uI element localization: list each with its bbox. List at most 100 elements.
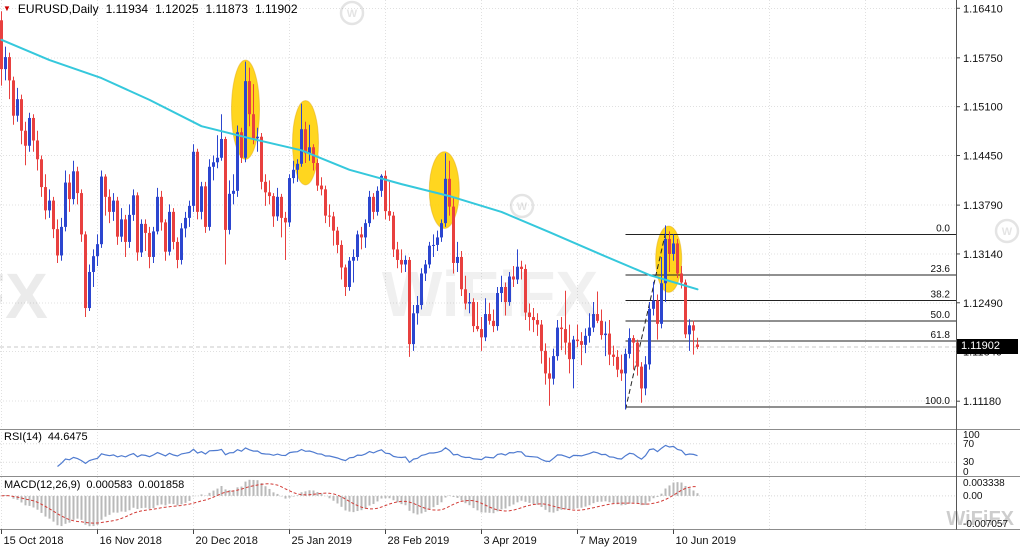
candle-body xyxy=(460,256,463,290)
candle-body xyxy=(44,187,47,211)
quote-high: 1.12025 xyxy=(155,2,199,16)
watermark-logo-letter: W xyxy=(1002,226,1013,238)
candle-body xyxy=(24,130,27,146)
candle-body xyxy=(660,283,663,324)
watermark-corner-text: WiFiFX xyxy=(946,508,1014,530)
candle-body xyxy=(680,273,683,283)
candle-body xyxy=(576,339,579,342)
candle-body xyxy=(220,138,223,158)
candle-body xyxy=(584,335,587,345)
candle-body xyxy=(208,166,211,227)
candle-body xyxy=(228,193,231,230)
candle-body xyxy=(120,219,123,237)
candle-body xyxy=(332,216,335,231)
candle-body xyxy=(428,245,431,265)
candle-body xyxy=(292,169,295,179)
price-axis[interactable]: 1.16410 1.15750 1.15100 1.14450 1.13790 1.131… xyxy=(956,3,1008,530)
candle-body xyxy=(124,219,127,242)
candle-body xyxy=(528,312,531,318)
time-axis-label: 10 Jun 2019 xyxy=(676,535,737,547)
time-axis[interactable]: 15 Oct 2018 16 Nov 2018 20 Dec 2018 25 Jan … xyxy=(1,529,737,548)
candle-body xyxy=(560,327,563,330)
candle-body xyxy=(152,231,155,257)
rsi-indicator-label: RSI(14) 44.6475 xyxy=(4,431,88,443)
candle-body xyxy=(192,151,195,206)
watermark-logo-icon xyxy=(509,193,535,219)
candle-body xyxy=(196,151,199,212)
candle-body xyxy=(664,238,667,284)
candle-body xyxy=(284,217,287,223)
macd-value-signal: 0.001858 xyxy=(138,479,185,491)
candle-body xyxy=(676,243,679,274)
candle-body xyxy=(688,325,691,335)
candle-body xyxy=(492,320,495,327)
macd-axis-label: -0.007057 xyxy=(963,519,1008,530)
candle-body xyxy=(516,266,519,280)
candle-body xyxy=(500,287,503,294)
time-axis-label: 20 Dec 2018 xyxy=(196,535,258,547)
candle-body xyxy=(504,287,507,303)
candle-body xyxy=(612,354,615,357)
quote-open: 1.11934 xyxy=(105,2,149,16)
candle-body xyxy=(436,237,439,245)
macd-name: MACD(12,26,9) xyxy=(4,479,81,491)
candle-body xyxy=(344,267,347,288)
price-axis-label: 1.16410 xyxy=(963,3,1003,15)
candle-body xyxy=(452,206,455,263)
candle-body xyxy=(280,196,283,218)
candle-body xyxy=(484,314,487,338)
candle-body xyxy=(112,200,115,212)
candle-body xyxy=(696,344,699,347)
candle-body xyxy=(0,20,3,70)
candle-body xyxy=(424,264,427,274)
candle-body xyxy=(172,211,175,242)
candle-body xyxy=(180,228,183,260)
macd-axis-label: 0.00 xyxy=(963,491,983,502)
chart-plot-area[interactable] xyxy=(0,0,956,429)
candle-body xyxy=(140,223,143,253)
candle-body xyxy=(72,171,75,200)
rsi-panel[interactable] xyxy=(0,443,956,467)
candle-body xyxy=(224,138,227,230)
candle-body xyxy=(288,178,291,223)
candle-body xyxy=(476,326,479,330)
rsi-name: RSI(14) xyxy=(4,431,42,443)
rsi-axis-label: 30 xyxy=(963,457,975,468)
candle-body xyxy=(168,211,171,252)
candle-body xyxy=(444,178,447,224)
candle-body xyxy=(400,259,403,265)
price-axis-label: 1.11180 xyxy=(963,396,1001,408)
candle-body xyxy=(136,195,139,253)
candle-body xyxy=(320,185,323,190)
candle-body xyxy=(356,234,359,257)
fib-trend-line xyxy=(625,232,666,410)
candle-body xyxy=(480,329,483,338)
symbol-timeframe-label: EURUSD,Daily xyxy=(17,2,99,16)
candle-body xyxy=(252,114,255,139)
candle-body xyxy=(12,80,15,116)
candle-body xyxy=(48,200,51,211)
candle-body xyxy=(296,163,299,170)
candle-body xyxy=(264,181,267,193)
candle-body xyxy=(572,339,575,360)
price-axis-label: 1.12490 xyxy=(963,298,1003,310)
macd-panel[interactable] xyxy=(0,479,956,527)
rsi-axis-label: 100 xyxy=(963,430,980,441)
candle-body xyxy=(336,230,339,245)
candle-body xyxy=(672,243,675,254)
candle-body xyxy=(600,320,603,336)
candle-body xyxy=(88,271,91,309)
candle-body xyxy=(156,196,159,232)
candle-body xyxy=(236,132,239,191)
watermark-logo-letter: W xyxy=(347,8,358,20)
candle-body xyxy=(632,338,635,343)
watermark-logo-icon xyxy=(994,218,1020,244)
quote-low: 1.11873 xyxy=(205,2,249,16)
candle-body xyxy=(396,249,399,260)
candle-body xyxy=(652,300,655,309)
quote-close: 1.11902 xyxy=(255,2,298,16)
candle-body xyxy=(648,308,651,365)
candle-body xyxy=(596,314,599,321)
candle-body xyxy=(416,305,419,314)
